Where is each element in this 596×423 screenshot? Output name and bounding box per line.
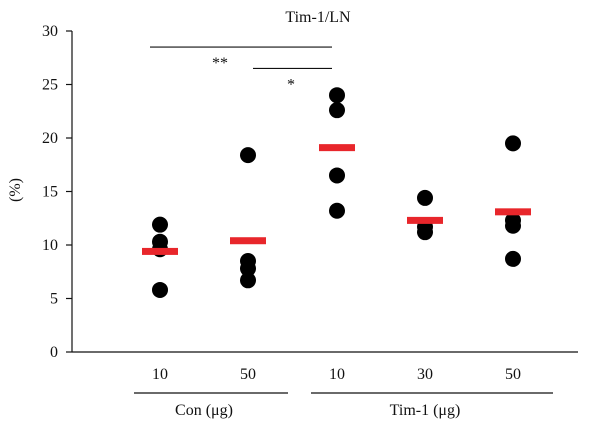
- x-axis-ticks: 10 50 10 30 50: [152, 366, 521, 383]
- data-point: [505, 251, 521, 267]
- group-label: Tim-1 (μg): [390, 402, 461, 419]
- y-tick-label: 15: [42, 184, 58, 201]
- data-point: [240, 147, 256, 163]
- data-point: [240, 253, 256, 269]
- chart-title-group: Tim-1/LN: [285, 9, 351, 26]
- data-points: [152, 87, 521, 298]
- mean-bars: [142, 144, 531, 255]
- significance-brackets: ***: [150, 47, 332, 93]
- mean-bar: [407, 217, 443, 224]
- data-point: [329, 203, 345, 219]
- data-point: [329, 167, 345, 183]
- y-tick-label: 20: [42, 130, 58, 147]
- mean-bar: [319, 144, 355, 151]
- group-label: Con (μg): [175, 402, 233, 419]
- data-point: [152, 234, 168, 250]
- mean-bar: [142, 248, 178, 255]
- mean-bar: [230, 237, 266, 244]
- y-axis-ticks: 0 5 10 15 20 25 30: [42, 23, 72, 361]
- data-point: [152, 217, 168, 233]
- mean-bar: [495, 208, 531, 215]
- y-tick-label: 25: [42, 77, 58, 94]
- data-point: [329, 87, 345, 103]
- x-tick-label: 10: [329, 366, 345, 383]
- axes: [72, 31, 578, 352]
- group-labels: Con (μg) Tim-1 (μg): [134, 393, 553, 419]
- data-point: [329, 102, 345, 118]
- x-tick-label: 10: [152, 366, 168, 383]
- y-tick-label: 30: [42, 23, 58, 40]
- significance-label: **: [212, 55, 228, 72]
- x-tick-label: 30: [417, 366, 433, 383]
- x-tick-label: 50: [240, 366, 256, 383]
- data-point: [152, 282, 168, 298]
- y-axis-label: (%): [7, 178, 24, 202]
- significance-label: *: [287, 76, 295, 93]
- chart-title: Tim-1/LN: [285, 9, 351, 26]
- x-tick-label: 50: [505, 366, 521, 383]
- y-tick-label: 5: [50, 291, 58, 308]
- y-tick-label: 10: [42, 237, 58, 254]
- y-tick-label: 0: [50, 344, 58, 361]
- data-point: [417, 190, 433, 206]
- data-point: [505, 135, 521, 151]
